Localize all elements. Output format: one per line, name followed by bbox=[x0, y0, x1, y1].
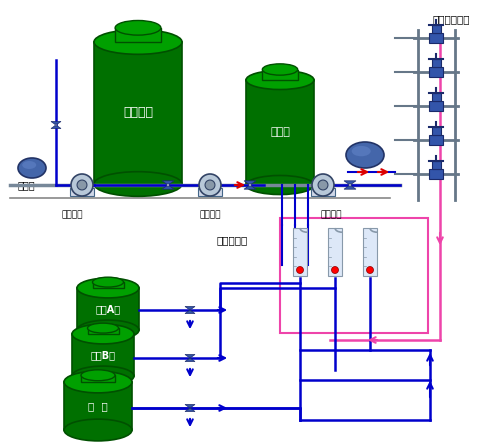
Ellipse shape bbox=[346, 142, 384, 168]
Bar bbox=[431, 127, 441, 135]
Ellipse shape bbox=[64, 371, 132, 393]
Ellipse shape bbox=[93, 277, 124, 287]
Bar bbox=[94, 42, 182, 184]
Bar bbox=[262, 69, 298, 80]
Circle shape bbox=[205, 180, 215, 190]
Circle shape bbox=[71, 174, 93, 196]
Text: 산  액: 산 액 bbox=[88, 401, 108, 411]
Ellipse shape bbox=[77, 278, 139, 298]
Text: 구역전자밸브: 구역전자밸브 bbox=[432, 14, 470, 24]
Bar bbox=[70, 188, 94, 196]
Text: 지하수: 지하수 bbox=[18, 180, 36, 190]
Bar bbox=[64, 382, 132, 430]
Bar bbox=[198, 188, 222, 196]
Text: 공급컴프: 공급컴프 bbox=[320, 210, 342, 219]
Polygon shape bbox=[51, 125, 61, 129]
Ellipse shape bbox=[72, 366, 134, 386]
Bar bbox=[429, 101, 443, 111]
Ellipse shape bbox=[115, 20, 161, 35]
Text: 액비A액: 액비A액 bbox=[95, 304, 121, 314]
Circle shape bbox=[297, 267, 303, 274]
Bar bbox=[88, 328, 118, 334]
Circle shape bbox=[318, 180, 328, 190]
Circle shape bbox=[167, 184, 169, 186]
Polygon shape bbox=[185, 404, 195, 408]
Polygon shape bbox=[185, 358, 195, 362]
Circle shape bbox=[332, 267, 338, 274]
Circle shape bbox=[367, 267, 374, 274]
Ellipse shape bbox=[94, 171, 182, 196]
Polygon shape bbox=[244, 185, 256, 189]
Circle shape bbox=[312, 174, 334, 196]
Bar bbox=[429, 33, 443, 43]
Bar bbox=[72, 334, 134, 376]
Bar bbox=[429, 169, 443, 179]
Bar bbox=[311, 188, 335, 196]
Text: 원수탱크: 원수탱크 bbox=[123, 107, 153, 119]
Ellipse shape bbox=[352, 146, 371, 156]
Ellipse shape bbox=[246, 70, 314, 90]
Bar bbox=[429, 135, 443, 145]
Ellipse shape bbox=[88, 323, 118, 333]
Bar bbox=[93, 282, 124, 288]
Bar bbox=[293, 228, 307, 276]
Text: 액비혼입기: 액비혼입기 bbox=[217, 235, 248, 245]
Polygon shape bbox=[162, 181, 174, 185]
Circle shape bbox=[249, 184, 251, 186]
Polygon shape bbox=[162, 185, 174, 189]
Bar bbox=[429, 67, 443, 77]
Polygon shape bbox=[51, 122, 61, 125]
Ellipse shape bbox=[262, 64, 298, 75]
Polygon shape bbox=[244, 181, 256, 185]
Bar bbox=[431, 25, 441, 33]
Ellipse shape bbox=[64, 419, 132, 441]
Circle shape bbox=[349, 184, 351, 186]
Bar bbox=[77, 288, 139, 330]
Ellipse shape bbox=[18, 158, 46, 178]
Bar bbox=[81, 375, 115, 382]
Ellipse shape bbox=[77, 320, 139, 340]
Text: 관정컴프: 관정컴프 bbox=[61, 210, 83, 219]
Polygon shape bbox=[185, 306, 195, 310]
Circle shape bbox=[77, 180, 87, 190]
Bar bbox=[431, 93, 441, 101]
Circle shape bbox=[199, 174, 221, 196]
Bar bbox=[246, 80, 314, 185]
Circle shape bbox=[55, 124, 57, 126]
Bar bbox=[115, 28, 161, 42]
Polygon shape bbox=[185, 310, 195, 313]
Ellipse shape bbox=[22, 161, 36, 169]
Text: 원수컴프: 원수컴프 bbox=[199, 210, 221, 219]
Ellipse shape bbox=[94, 30, 182, 54]
Polygon shape bbox=[185, 354, 195, 358]
Bar bbox=[280, 218, 428, 333]
Ellipse shape bbox=[246, 175, 314, 194]
Polygon shape bbox=[185, 408, 195, 412]
Polygon shape bbox=[344, 181, 356, 185]
Polygon shape bbox=[344, 185, 356, 189]
Bar bbox=[431, 161, 441, 169]
Bar bbox=[431, 59, 441, 67]
Bar bbox=[328, 228, 342, 276]
Text: 액비B액: 액비B액 bbox=[91, 350, 115, 360]
Bar bbox=[363, 228, 377, 276]
Ellipse shape bbox=[81, 370, 115, 381]
Text: 혼합통: 혼합통 bbox=[270, 127, 290, 137]
Ellipse shape bbox=[72, 324, 134, 344]
